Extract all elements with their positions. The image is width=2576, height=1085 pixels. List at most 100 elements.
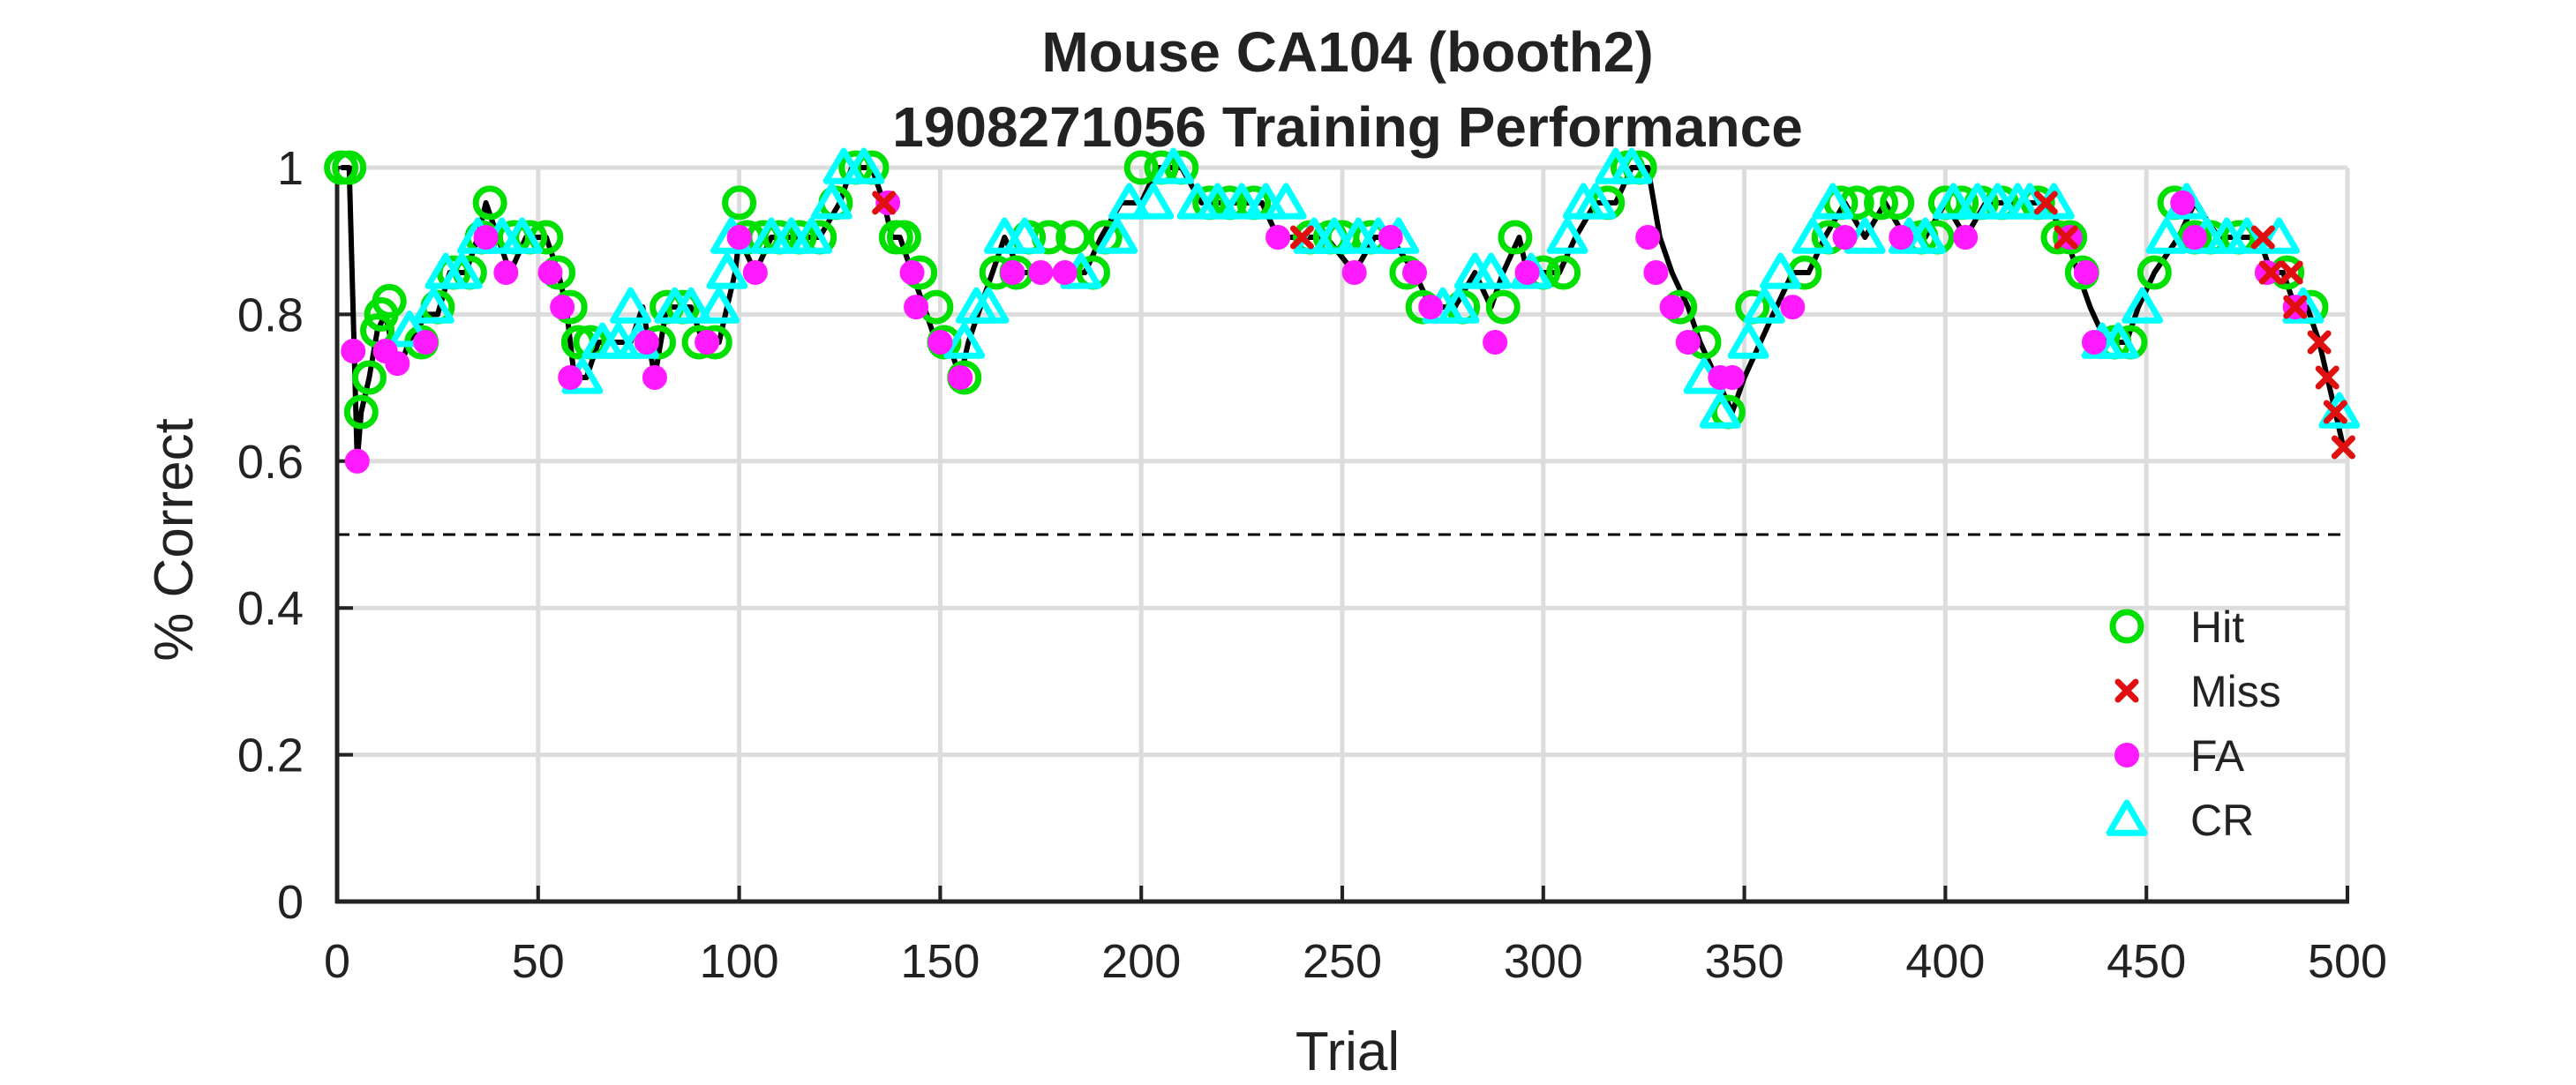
y-tick-label: 0.2 — [237, 730, 304, 782]
miss-marker — [2250, 225, 2275, 250]
fa-marker — [473, 225, 499, 251]
fa-marker — [1659, 295, 1685, 320]
miss-marker — [2307, 330, 2332, 355]
fa-marker — [1341, 259, 1367, 285]
miss-marker — [1289, 225, 1314, 250]
fa-marker — [341, 339, 366, 363]
fa-marker — [537, 259, 563, 285]
cr-marker — [1470, 252, 1513, 289]
fa-marker — [1265, 225, 1291, 251]
cr-marker — [2097, 322, 2139, 359]
miss-marker — [2054, 225, 2078, 250]
fa-marker — [634, 330, 659, 355]
fa-marker — [413, 330, 439, 355]
fa-marker — [493, 259, 519, 285]
cr-marker — [388, 311, 431, 348]
x-tick-label: 50 — [512, 935, 565, 988]
cr-marker — [1904, 217, 1947, 254]
miss-stroke — [872, 191, 897, 215]
cr-marker — [1153, 147, 1195, 184]
hit-marker — [1498, 220, 1533, 255]
cr-marker — [1265, 183, 1307, 220]
fa-marker — [1675, 330, 1701, 355]
fa-marker — [1953, 225, 1979, 251]
cr-marker — [440, 252, 483, 289]
miss-stroke — [2250, 225, 2275, 250]
cr-marker — [1003, 217, 1046, 254]
fa-marker — [742, 259, 768, 285]
cr-marker — [1791, 217, 1834, 254]
cr-marker — [1546, 217, 1588, 254]
fa-marker — [695, 330, 720, 355]
legend-item-miss: Miss — [2114, 667, 2281, 716]
y-tick-label: 0.4 — [237, 582, 304, 635]
fa-marker — [550, 295, 575, 320]
miss-stroke — [2054, 225, 2078, 250]
x-tick-label: 350 — [1705, 935, 1784, 988]
cr-marker — [1699, 392, 1741, 429]
x-tick-label: 400 — [1905, 935, 1985, 988]
y-tick-label: 1 — [277, 142, 304, 195]
cr-marker — [1438, 287, 1480, 324]
legend-cr-icon — [2106, 799, 2148, 836]
cr-marker — [843, 147, 885, 184]
data-markers — [324, 147, 2361, 474]
x-tick-label: 100 — [700, 935, 779, 988]
miss-stroke — [2283, 295, 2308, 319]
cr-marker — [2258, 217, 2300, 254]
miss-marker — [2033, 191, 2058, 215]
x-tick-label: 450 — [2107, 935, 2186, 988]
y-tick-label: 0 — [277, 876, 304, 929]
cr-marker — [943, 322, 986, 359]
tick-labels: 0 50 100 150 200 250 300 350 400 450 500 0 0.2 0.4 0.6… — [237, 142, 2387, 988]
miss-stroke — [2114, 678, 2139, 703]
fa-marker — [1418, 295, 1444, 320]
legend-fa-label: FA — [2190, 731, 2245, 781]
miss-marker — [2315, 365, 2339, 390]
cr-marker — [670, 287, 712, 324]
fa-marker — [1780, 295, 1806, 320]
cr-marker — [1132, 183, 1175, 220]
fa-marker — [899, 259, 925, 285]
axes — [334, 166, 2349, 904]
legend-item-cr: CR — [2106, 796, 2254, 845]
miss-marker — [2323, 400, 2347, 424]
cr-marker — [1313, 217, 1356, 254]
hit-marker — [332, 150, 367, 185]
fa-marker — [1052, 259, 1078, 285]
hit-marker — [2137, 255, 2172, 290]
cr-marker — [1611, 147, 1653, 184]
x-tick-label: 500 — [2308, 935, 2387, 988]
hit-marker — [372, 283, 407, 318]
fa-marker — [1483, 330, 1508, 355]
hit-marker — [2053, 220, 2088, 255]
hit-marker — [1123, 150, 1159, 185]
x-axis-label: Trial — [1296, 1021, 1400, 1081]
x-tick-label: 150 — [900, 935, 980, 988]
miss-stroke — [2033, 191, 2058, 215]
miss-stroke — [2258, 260, 2283, 285]
cr-marker — [967, 287, 1010, 324]
cr-marker — [2145, 217, 2188, 254]
chart-subtitle: 1908271056 Training Performance — [892, 95, 1803, 159]
miss-stroke — [2323, 400, 2347, 424]
legend-hit-label: Hit — [2190, 602, 2244, 652]
x-tick-label: 250 — [1303, 935, 1382, 988]
hit-marker — [1880, 185, 1915, 221]
fa-marker — [2081, 330, 2107, 355]
miss-stroke — [2331, 435, 2355, 460]
x-tick-label: 0 — [324, 935, 350, 988]
fa-marker — [928, 330, 953, 355]
fa-marker — [948, 364, 973, 390]
y-tick-label: 0.8 — [237, 288, 304, 341]
cr-marker — [1933, 183, 1974, 220]
fa-marker — [726, 225, 752, 251]
miss-marker — [2331, 435, 2355, 460]
cr-marker — [1108, 183, 1150, 220]
miss-series — [872, 191, 2355, 460]
hit-marker — [1546, 255, 1581, 290]
cr-marker — [706, 252, 748, 289]
cr-marker — [610, 287, 652, 324]
hit-marker — [1864, 185, 1899, 221]
